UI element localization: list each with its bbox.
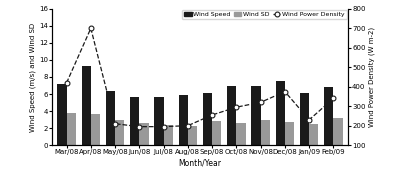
- Bar: [203, 93, 212, 145]
- Line: Wind Power Density: Wind Power Density: [64, 26, 336, 129]
- Bar: [236, 123, 246, 145]
- Y-axis label: Wind Speed (m/s) and Wind SD: Wind Speed (m/s) and Wind SD: [30, 22, 36, 132]
- Bar: [66, 113, 76, 145]
- Bar: [154, 97, 164, 145]
- Bar: [285, 122, 294, 145]
- Wind Power Density: [234, 106, 239, 108]
- Y-axis label: Wind Power Density (W m-2): Wind Power Density (W m-2): [368, 27, 375, 127]
- Bar: [91, 114, 100, 145]
- Bar: [164, 125, 173, 145]
- Wind Power Density: [161, 126, 166, 128]
- Bar: [227, 86, 236, 145]
- Wind Power Density: [64, 82, 69, 84]
- Bar: [115, 120, 124, 145]
- Bar: [334, 118, 343, 145]
- Bar: [324, 87, 334, 145]
- Bar: [300, 93, 309, 145]
- Bar: [139, 123, 148, 145]
- Wind Power Density: [331, 97, 336, 99]
- Bar: [309, 124, 318, 145]
- Bar: [57, 84, 66, 145]
- Bar: [188, 126, 197, 145]
- Wind Power Density: [88, 27, 93, 29]
- Wind Power Density: [210, 114, 214, 116]
- Wind Power Density: [258, 101, 263, 103]
- Bar: [212, 121, 221, 145]
- Bar: [130, 97, 139, 145]
- Bar: [261, 120, 270, 145]
- Wind Power Density: [137, 126, 142, 128]
- Wind Power Density: [282, 90, 287, 93]
- Bar: [82, 66, 91, 145]
- Bar: [252, 86, 261, 145]
- Wind Power Density: [186, 125, 190, 127]
- Bar: [179, 95, 188, 145]
- Bar: [106, 92, 115, 145]
- Legend: Wind Speed, Wind SD, Wind Power Density: Wind Speed, Wind SD, Wind Power Density: [182, 10, 347, 19]
- Wind Power Density: [307, 119, 312, 121]
- Bar: [276, 81, 285, 145]
- X-axis label: Month/Year: Month/Year: [178, 158, 222, 167]
- Wind Power Density: [113, 123, 118, 125]
